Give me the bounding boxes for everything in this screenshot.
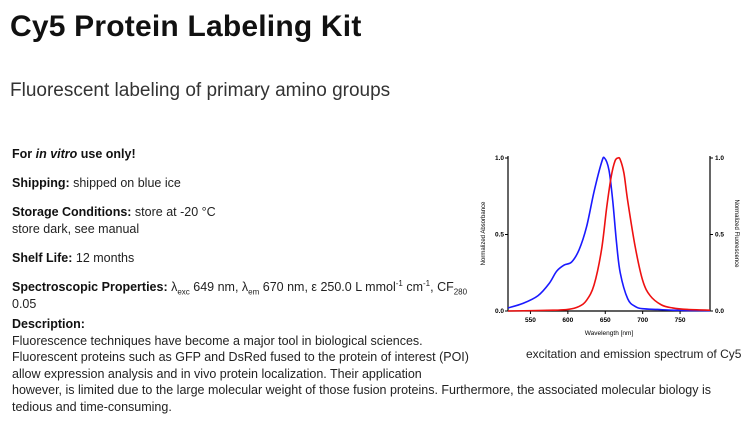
y2-tick-label: 0.0	[715, 308, 724, 315]
cm-text: cm	[402, 280, 423, 294]
cf-value: 0.05	[12, 297, 37, 311]
shelf-label: Shelf Life:	[12, 251, 73, 265]
use-note: For in vitro use only!	[12, 146, 472, 163]
storage-label: Storage Conditions:	[12, 205, 132, 219]
lambda-em: λ	[241, 280, 249, 294]
description-line: allow expression analysis and in vivo pr…	[12, 366, 422, 381]
x-axis-label: Wavelength [nm]	[585, 330, 634, 337]
product-properties: For in vitro use only! Shipping: shipped…	[12, 146, 472, 325]
description-line: Fluorescence techniques have become a ma…	[12, 333, 423, 348]
description-line: however, is limited due to the large mol…	[12, 383, 711, 397]
sup2: -1	[423, 278, 431, 288]
storage-line2: store dark, see manual	[12, 222, 140, 236]
shipping-value: shipped on blue ice	[69, 176, 181, 190]
figure-caption: excitation and emission spectrum of Cy5	[526, 347, 742, 361]
spectrum-chart: 550 600 650 700 750 0.0 0.5 1.0 0.0 0.5 1.0 Wavelen…	[481, 155, 739, 337]
y2-tick-label: 1.0	[715, 155, 724, 162]
y2-axis-label: Normalized Fluorescence	[733, 199, 739, 268]
shelf-life-row: Shelf Life: 12 months	[12, 250, 472, 267]
cf-sub: 280	[453, 287, 468, 297]
em-value: 670 nm, ε 250.0 L mmol	[259, 280, 396, 294]
x-tick-label: 700	[637, 317, 648, 324]
spectrum-figure: 550 600 650 700 750 0.0 0.5 1.0 0.0 0.5 1.0 Wavelen…	[478, 148, 740, 338]
storage-row: Storage Conditions: store at -20 °C stor…	[12, 204, 472, 238]
use-prefix: For	[12, 147, 36, 161]
lambda-exc: λ	[171, 280, 178, 294]
y-tick-label: 1.0	[495, 155, 504, 162]
storage-value: store at -20 °C	[131, 205, 216, 219]
description-label: Description:	[12, 317, 85, 331]
y-tick-label: 0.5	[495, 232, 504, 239]
shelf-value: 12 months	[72, 251, 135, 265]
x-tick-label: 550	[525, 317, 536, 324]
page-subtitle: Fluorescent labeling of primary amino gr…	[10, 80, 391, 101]
description-line: tedious and time-consuming.	[12, 399, 172, 414]
spectroscopic-row: Spectroscopic Properties: λexc 649 nm, λ…	[12, 279, 472, 313]
spectro-label: Spectroscopic Properties:	[12, 280, 168, 294]
y-tick-label: 0.0	[495, 308, 504, 315]
excitation-curve	[507, 156, 711, 312]
use-suffix: use only!	[77, 147, 136, 161]
exc-value: 649 nm,	[189, 280, 242, 294]
description-block: Description: Fluorescence techniques hav…	[12, 316, 732, 415]
y-axis-label: Normalized Absorbance	[481, 201, 487, 265]
x-tick-label: 750	[675, 317, 686, 324]
use-italic: in vitro	[35, 147, 78, 161]
shipping-row: Shipping: shipped on blue ice	[12, 175, 472, 192]
x-tick-label: 650	[600, 317, 611, 324]
description-line: Fluorescent proteins such as GFP and DsR…	[12, 350, 469, 364]
shipping-label: Shipping:	[12, 176, 70, 190]
cf-text: , CF	[430, 280, 454, 294]
x-tick-label: 600	[562, 317, 573, 324]
exc-sub: exc	[177, 287, 190, 297]
em-sub: em	[248, 287, 260, 297]
page-title: Cy5 Protein Labeling Kit	[10, 10, 362, 43]
sup1: -1	[395, 278, 403, 288]
y2-tick-label: 0.5	[715, 232, 724, 239]
emission-curve	[507, 156, 711, 312]
